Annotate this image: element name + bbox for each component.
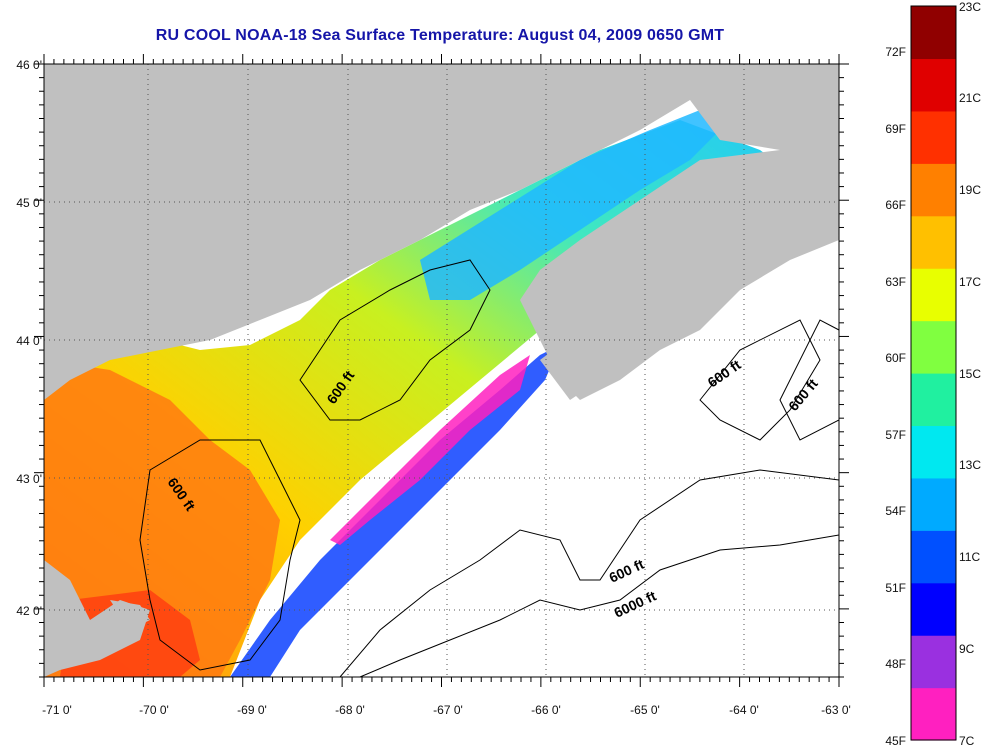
longitude-labels: -71 0' -70 0' -69 0' -68 0' -67 0' -66 0…	[42, 703, 851, 717]
land-nova-scotia	[540, 235, 839, 400]
land-cape-cod-arm	[110, 600, 150, 630]
cbar-c-7: 7C	[959, 734, 975, 748]
lon-label-66: -66 0'	[531, 703, 561, 717]
cbar-f-60: 60F	[885, 351, 906, 365]
cbar-c-21: 21C	[959, 91, 981, 105]
cbar-c-9: 9C	[959, 642, 975, 656]
bathymetry-contours	[139, 259, 839, 677]
map-title: RU COOL NOAA-18 Sea Surface Temperature:…	[155, 27, 725, 44]
colorbar-swatch	[911, 268, 956, 322]
lat-label-45: 45 0'	[16, 196, 42, 210]
lon-label-71: -71 0'	[42, 703, 72, 717]
sst-map: 600 ft 600 ft 600 ft 600 ft 600 ft 6000 …	[16, 54, 851, 717]
lon-label-63: -63 0'	[821, 703, 851, 717]
cbar-f-69: 69F	[885, 122, 906, 136]
grid-lines	[44, 64, 839, 677]
lon-label-67: -67 0'	[433, 703, 463, 717]
colorbar-swatch	[911, 163, 956, 217]
cbar-c-11: 11C	[959, 550, 980, 564]
lat-label-42: 42 0'	[16, 604, 42, 618]
colorbar-swatch	[911, 373, 956, 427]
cbar-f-45: 45F	[885, 734, 906, 748]
colorbar-swatch	[911, 425, 956, 479]
cbar-c-13: 13C	[959, 458, 981, 472]
colorbar-swatch	[911, 530, 956, 584]
lon-label-70: -70 0'	[139, 703, 169, 717]
lon-label-65: -65 0'	[630, 703, 660, 717]
lat-label-44: 44 0'	[16, 334, 42, 348]
cbar-c-23: 23C	[959, 0, 981, 14]
bay-of-fundy-water	[420, 110, 720, 300]
lat-label-43: 43 0'	[16, 472, 42, 486]
cbar-f-48: 48F	[885, 657, 906, 671]
cbar-f-54: 54F	[885, 504, 906, 518]
cbar-f-63: 63F	[885, 275, 906, 289]
colorbar-swatch	[911, 687, 956, 741]
cbar-c-19: 19C	[959, 183, 981, 197]
cbar-f-72: 72F	[885, 45, 906, 59]
colorbar-swatch	[911, 582, 956, 636]
colorbar-celsius-labels: 23C 21C 19C 17C 15C 13C 11C 9C 7C	[959, 0, 981, 748]
cbar-c-17: 17C	[959, 275, 981, 289]
land-cape-cod	[44, 560, 150, 677]
colorbar-swatch	[911, 215, 956, 269]
cbar-f-57: 57F	[885, 428, 906, 442]
colorbar-swatch	[911, 6, 956, 60]
colorbar-frame	[910, 5, 957, 741]
lon-label-69: -69 0'	[237, 703, 267, 717]
lat-label-46: 46 0'	[16, 58, 42, 72]
cbar-c-15: 15C	[959, 367, 981, 381]
colorbar-swatch	[911, 635, 956, 689]
tick-marks	[34, 54, 849, 687]
cbar-f-66: 66F	[885, 198, 906, 212]
cool-water-band	[230, 345, 560, 677]
cbar-f-51: 51F	[885, 581, 906, 595]
latitude-labels: 46 0' 45 0' 44 0' 43 0' 42 0'	[16, 58, 42, 618]
colorbar-swatch	[911, 477, 956, 531]
cold-water-band	[330, 355, 530, 545]
lon-label-68: -68 0'	[335, 703, 365, 717]
lon-label-64: -64 0'	[729, 703, 759, 717]
colorbar-swatch	[911, 320, 956, 374]
colorbar-swatch	[911, 58, 956, 112]
colorbar-swatches	[911, 6, 956, 741]
colorbar-swatch	[911, 110, 956, 164]
colorbar-fahrenheit-labels: 72F 69F 66F 63F 60F 57F 54F 51F 48F 45F	[885, 45, 906, 748]
